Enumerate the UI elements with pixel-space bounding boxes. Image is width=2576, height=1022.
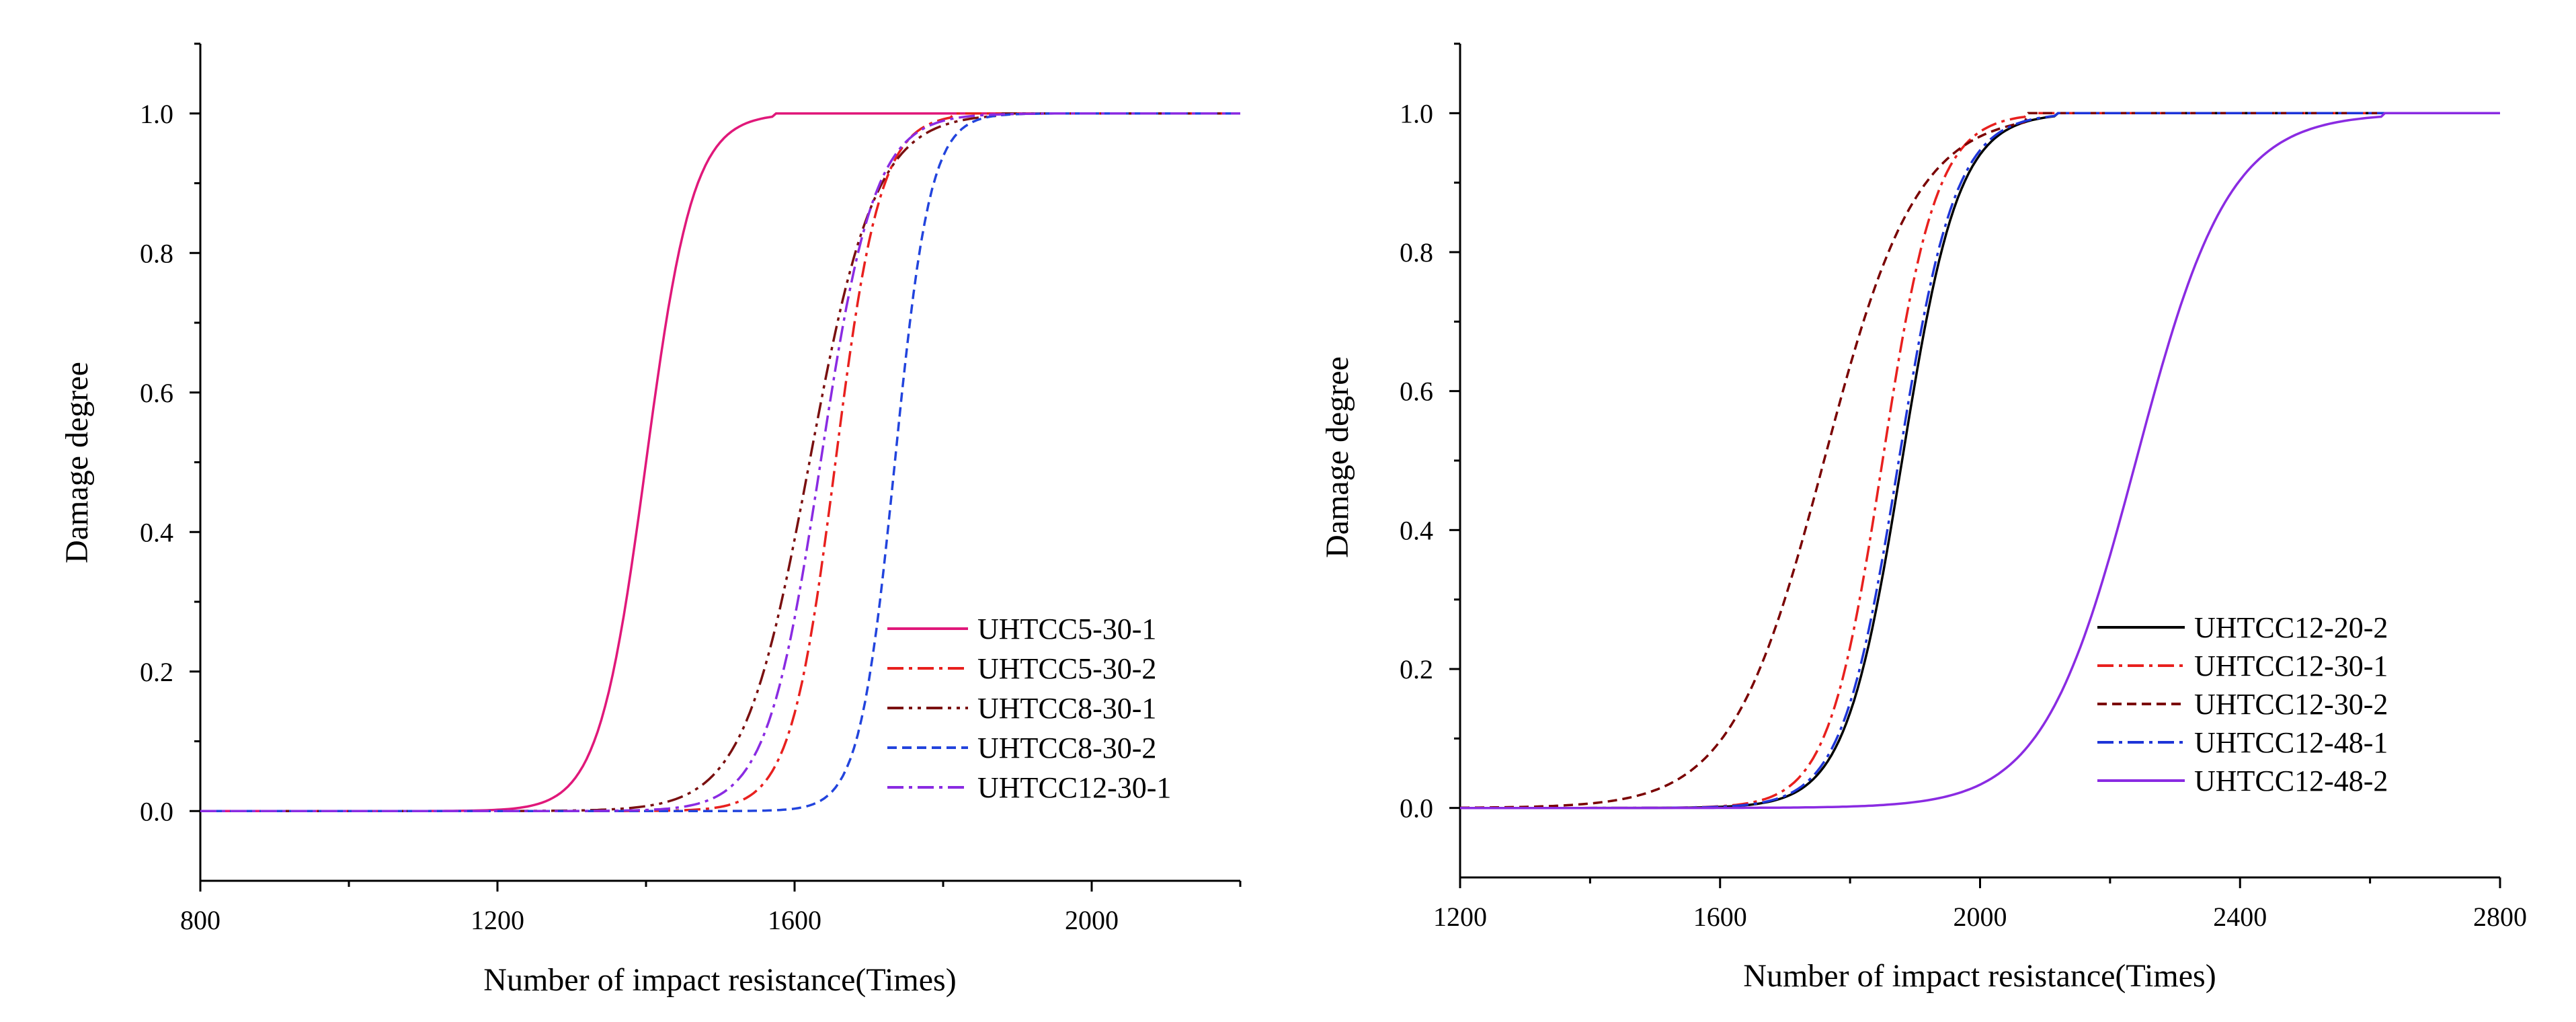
- y-axis-title: Damage degree: [1320, 356, 1355, 558]
- y-tick-label: 0.4: [140, 517, 173, 547]
- x-tick-label: 1600: [768, 905, 821, 935]
- axis-ticks: 800 1200 1600 2000 0.0 0.2 0.4 0.6 0.8 1.0: [140, 42, 1242, 935]
- legend: UHTCC12-20-2 UHTCC12-30-1 UHTCC12-30-2 UHTC…: [2097, 611, 2388, 797]
- y-axis-title: Damage degree: [59, 362, 95, 563]
- x-tick-label: 1200: [471, 905, 524, 935]
- legend-label: UHTCC12-20-2: [2194, 611, 2388, 644]
- y-tick-label: 1.0: [140, 99, 173, 129]
- series-curves: [1459, 112, 2500, 810]
- x-tick-label: 2000: [1065, 905, 1119, 935]
- legend-label: UHTCC8-30-2: [977, 732, 1156, 764]
- series-line-uhtcc12-30-1: [200, 112, 1240, 812]
- y-tick-label: 0.2: [140, 657, 173, 687]
- x-tick-label: 1600: [1693, 902, 1747, 932]
- series-line-uhtcc12-48-2: [1460, 112, 2500, 810]
- legend-label: UHTCC12-48-1: [2194, 726, 2388, 759]
- legend: UHTCC5-30-1 UHTCC5-30-2 UHTCC8-30-1 UHTCC8-…: [887, 613, 1171, 804]
- y-tick-label: 1.0: [1400, 98, 1433, 128]
- x-tick-label: 2800: [2473, 902, 2527, 932]
- series-line-uhtcc8-30-2: [200, 112, 1240, 813]
- x-axis-title: Number of impact resistance(Times): [483, 962, 956, 998]
- right-chart: 1200 1600 2000 2400 2800 0.0 0.2 0.4 0.6 0.8 1.0 U…: [1320, 42, 2527, 994]
- x-tick-label: 2000: [1954, 902, 2007, 932]
- legend-label: UHTCC5-30-1: [977, 613, 1156, 645]
- y-tick-label: 0.2: [1400, 654, 1433, 684]
- y-tick-label: 0.0: [1400, 793, 1433, 824]
- x-tick-label: 2400: [2213, 902, 2267, 932]
- left-chart: 800 1200 1600 2000 0.0 0.2 0.4 0.6 0.8 1.0 UHTCC5…: [59, 42, 1242, 998]
- x-axis-title: Number of impact resistance(Times): [1743, 958, 2216, 994]
- legend-label: UHTCC12-48-2: [2194, 764, 2388, 797]
- x-tick-label: 1200: [1433, 902, 1487, 932]
- legend-label: UHTCC5-30-2: [977, 652, 1156, 685]
- y-tick-label: 0.8: [140, 238, 173, 268]
- y-tick-label: 0.8: [1400, 237, 1433, 268]
- legend-label: UHTCC12-30-1: [2194, 650, 2388, 682]
- series-curves: [200, 112, 1240, 813]
- x-tick-label: 800: [180, 905, 220, 935]
- y-tick-label: 0.0: [140, 796, 173, 826]
- legend-label: UHTCC12-30-2: [2194, 688, 2388, 721]
- legend-label: UHTCC8-30-1: [977, 692, 1156, 725]
- legend-label: UHTCC12-30-1: [977, 771, 1171, 804]
- y-tick-label: 0.6: [140, 378, 173, 408]
- y-tick-label: 0.4: [1400, 515, 1433, 545]
- y-tick-label: 0.6: [1400, 377, 1433, 407]
- axis-ticks: 1200 1600 2000 2400 2800 0.0 0.2 0.4 0.6 0.8 1.0: [1400, 42, 2527, 932]
